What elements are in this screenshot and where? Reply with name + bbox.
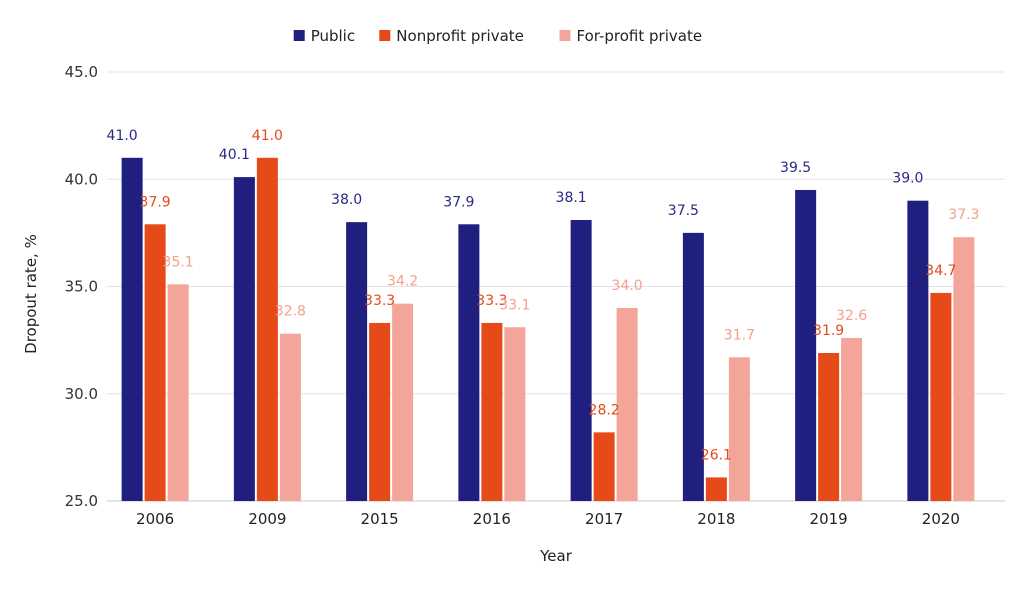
bar-for-profit-private-2018[interactable] (728, 357, 750, 501)
bar-for-profit-private-2009[interactable] (279, 333, 301, 501)
data-label: 35.1 (163, 254, 194, 270)
x-axis-ticks: 2006 2009 2015 2016 2017 2018 2019 2020 (136, 510, 960, 528)
y-tick-label: 25.0 (65, 492, 98, 510)
bars (121, 157, 975, 502)
bar-public-2009[interactable] (233, 177, 255, 502)
bar-for-profit-private-2019[interactable] (841, 337, 863, 501)
bar-public-2018[interactable] (682, 232, 704, 501)
y-tick-label: 30.0 (65, 385, 98, 403)
bar-public-2006[interactable] (121, 157, 143, 502)
legend-swatch (379, 30, 391, 41)
x-tick-label: 2006 (136, 510, 174, 528)
legend-label: Public (311, 27, 355, 45)
data-label: 34.2 (387, 274, 418, 290)
data-label: 34.0 (612, 278, 643, 294)
bar-nonprofit-private-2019[interactable] (818, 352, 840, 501)
y-axis-ticks: 25.0 30.0 35.0 40.0 45.0 (65, 63, 98, 510)
x-axis-title: Year (539, 547, 573, 565)
bar-nonprofit-private-2018[interactable] (705, 477, 727, 501)
data-label: 33.1 (499, 297, 530, 313)
data-label: 38.0 (331, 192, 362, 208)
bar-for-profit-private-2006[interactable] (167, 284, 189, 501)
legend-swatch (293, 30, 305, 41)
bar-for-profit-private-2016[interactable] (504, 327, 526, 501)
data-label: 26.1 (701, 447, 732, 463)
bar-nonprofit-private-2017[interactable] (593, 432, 615, 501)
data-label: 34.7 (925, 263, 956, 279)
data-label: 37.9 (140, 194, 171, 210)
data-label: 37.3 (948, 207, 979, 223)
bar-nonprofit-private-2006[interactable] (144, 224, 166, 502)
data-label: 38.1 (556, 190, 587, 206)
bar-for-profit-private-2015[interactable] (392, 303, 414, 501)
x-tick-label: 2019 (810, 510, 848, 528)
data-label: 39.0 (892, 171, 923, 187)
bar-public-2015[interactable] (346, 222, 368, 501)
y-tick-label: 35.0 (65, 278, 98, 296)
x-tick-label: 2015 (361, 510, 399, 528)
data-label: 33.3 (364, 293, 395, 309)
bar-public-2017[interactable] (570, 220, 592, 501)
bar-for-profit-private-2017[interactable] (616, 307, 638, 501)
legend-label: For-profit private (577, 27, 703, 45)
legend-swatch (559, 30, 571, 41)
data-label: 39.5 (780, 160, 811, 176)
data-labels: 41.037.935.140.141.032.838.033.334.237.9… (107, 128, 980, 464)
data-label: 28.2 (589, 402, 620, 418)
bar-public-2019[interactable] (795, 189, 817, 501)
y-axis-title: Dropout rate, % (22, 234, 40, 354)
x-tick-label: 2016 (473, 510, 511, 528)
bar-public-2020[interactable] (907, 200, 929, 501)
legend-item-public[interactable]: Public (293, 27, 355, 45)
bar-for-profit-private-2020[interactable] (953, 237, 975, 502)
y-tick-label: 45.0 (65, 63, 98, 81)
y-tick-label: 40.0 (65, 170, 98, 188)
data-label: 31.9 (813, 323, 844, 339)
x-tick-label: 2018 (697, 510, 735, 528)
legend-item-for-profit-private[interactable]: For-profit private (559, 27, 703, 45)
data-label: 32.8 (275, 304, 306, 320)
data-label: 37.5 (668, 203, 699, 219)
data-label: 32.6 (836, 308, 867, 324)
legend-item-nonprofit-private[interactable]: Nonprofit private (379, 27, 524, 45)
data-label: 31.7 (724, 327, 755, 343)
x-tick-label: 2009 (248, 510, 286, 528)
x-tick-label: 2020 (922, 510, 960, 528)
legend: Public Nonprofit private For-profit privat… (293, 27, 703, 45)
data-label: 33.3 (476, 293, 507, 309)
data-label: 37.9 (443, 194, 474, 210)
bar-nonprofit-private-2009[interactable] (256, 157, 278, 502)
data-label: 40.1 (219, 147, 250, 163)
bar-public-2016[interactable] (458, 224, 480, 502)
data-label: 41.0 (252, 128, 283, 144)
data-label: 41.0 (107, 128, 138, 144)
bar-nonprofit-private-2016[interactable] (481, 322, 503, 501)
legend-label: Nonprofit private (396, 27, 524, 45)
bar-nonprofit-private-2020[interactable] (930, 292, 952, 501)
x-tick-label: 2017 (585, 510, 623, 528)
bar-nonprofit-private-2015[interactable] (369, 322, 391, 501)
